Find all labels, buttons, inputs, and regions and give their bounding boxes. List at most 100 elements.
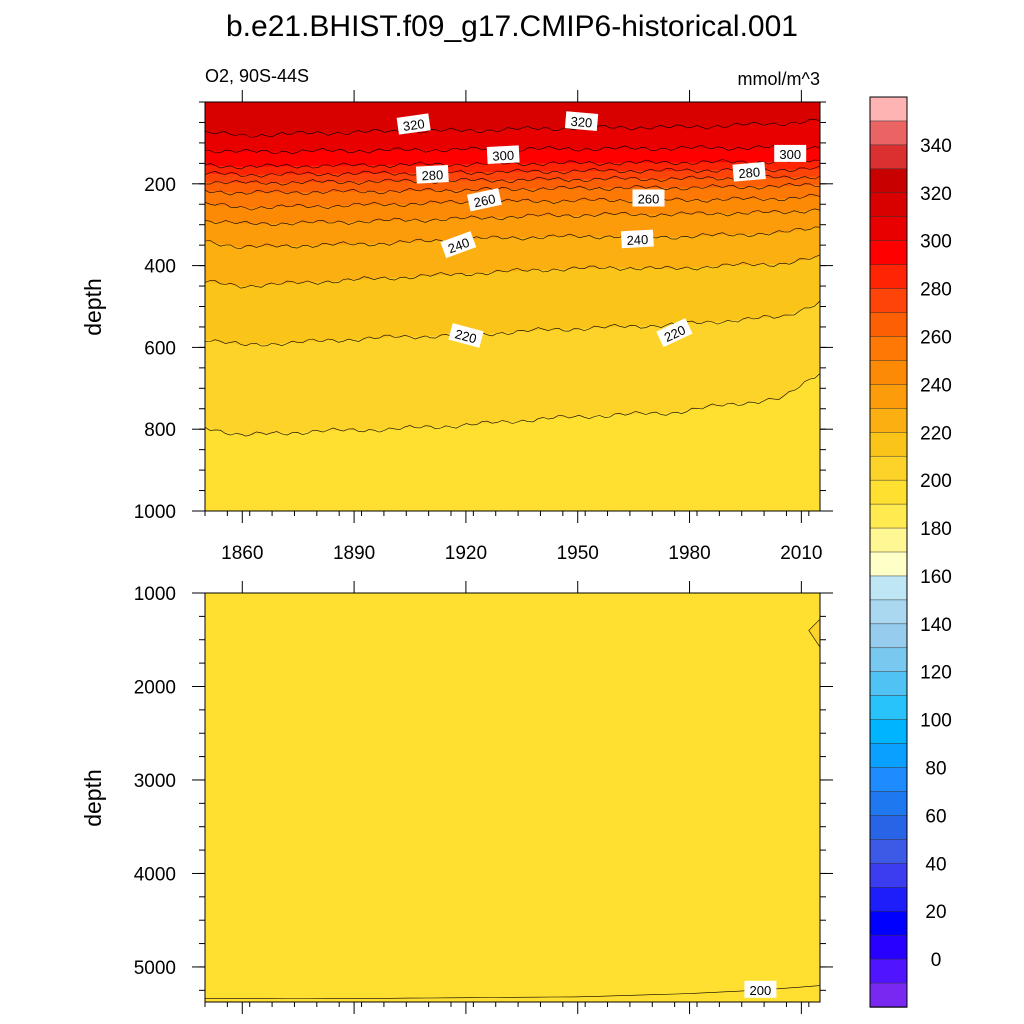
colorbar-box (869, 144, 908, 170)
lower-y-axis-label: depth (80, 769, 106, 827)
colorbar-box (869, 455, 908, 481)
upper-contour-label-text: 300 (492, 148, 514, 164)
upper-contour-label-bg (656, 318, 693, 348)
upper-contour-label-7: 260 (632, 189, 665, 207)
colorbar-box (869, 815, 908, 841)
colorbar-box (869, 336, 908, 362)
lower-contour-label-0: 200 (744, 980, 777, 998)
colorbar-label: 0 (931, 950, 942, 971)
colorbar-label: 260 (920, 328, 952, 349)
upper-contour-label-bg (632, 189, 665, 207)
lower-fill-200 (205, 593, 820, 1002)
upper-isoline-240 (204, 226, 821, 249)
upper-contour-label-bg (440, 231, 477, 259)
colorbar-box (869, 384, 908, 410)
lower-y-tick-label: 3000 (134, 771, 176, 792)
colorbar-box (869, 360, 908, 386)
colorbar-label: 320 (920, 184, 952, 205)
lower-plot-frame (204, 592, 821, 1003)
upper-contour-label-8: 240 (440, 231, 477, 259)
colorbar-box (869, 887, 908, 912)
upper-x-tick-label: 1950 (557, 543, 599, 564)
colorbar-box (869, 240, 908, 266)
colorbar: 3403203002802602402202001801601401201008… (869, 96, 952, 1008)
colorbar-label: 200 (920, 471, 952, 492)
upper-contour-label-text: 240 (626, 232, 648, 248)
upper-contour-label-9: 240 (620, 229, 654, 249)
colorbar-label: 40 (925, 854, 946, 875)
colorbar-box (869, 719, 908, 745)
upper-isoline-220 (204, 300, 821, 347)
upper-isoline-210 (204, 373, 821, 437)
upper-contour-label-5: 280 (732, 161, 766, 182)
upper-contour-fills (205, 102, 820, 511)
upper-x-tick-label: 1860 (221, 543, 263, 564)
colorbar-box (869, 192, 908, 218)
colorbar-label: 280 (920, 280, 952, 301)
lower-fill-wedge (808, 619, 820, 648)
upper-contour-label-text: 260 (638, 192, 660, 207)
colorbar-box (869, 839, 908, 865)
lower-contour-plot: depth 200 1000 2000 3000 4000 5000 (80, 581, 833, 1014)
colorbar-label: 340 (920, 136, 952, 157)
colorbar-label: 60 (925, 806, 946, 827)
colorbar-label: 220 (920, 423, 952, 444)
upper-isoline-270 (204, 182, 821, 196)
colorbar-box (869, 575, 908, 601)
lower-contour-fills (205, 593, 820, 1002)
upper-contour-label-text: 300 (779, 147, 801, 162)
upper-contour-label-text: 260 (472, 191, 496, 210)
upper-contour-label-text: 280 (421, 167, 443, 183)
colorbar-box (869, 910, 908, 936)
upper-axis-ticks: 1860 1890 1920 1950 1980 2010 200 400 600 800 1000 (134, 90, 833, 564)
upper-x-tick-label: 1980 (668, 543, 710, 564)
colorbar-label: 160 (920, 567, 952, 588)
colorbar-box (869, 216, 908, 242)
upper-contour-label-bg (396, 113, 431, 135)
colorbar-box (869, 120, 908, 146)
colorbar-box (869, 982, 908, 1008)
upper-contour-label-bg (448, 323, 484, 348)
colorbar-box (869, 408, 908, 434)
upper-contour-label-0: 320 (396, 113, 431, 135)
upper-contour-plot: O2, 90S-44S mmol/m^3 depth 320 320 300 300 2… (80, 66, 833, 564)
upper-y-tick-label: 800 (144, 420, 176, 441)
lower-contour-label-text: 200 (750, 983, 772, 998)
colorbar-label: 120 (920, 663, 952, 684)
colorbar-box (869, 599, 908, 625)
upper-y-tick-label: 600 (144, 338, 176, 359)
lower-isoline-200 (205, 985, 821, 999)
colorbar-box (869, 96, 908, 122)
upper-contour-label-3: 300 (774, 144, 807, 162)
upper-isoline-290 (204, 165, 821, 178)
upper-contour-label-bg (564, 111, 599, 131)
upper-contour-label-bg (415, 164, 449, 184)
colorbar-box (869, 743, 908, 769)
upper-subtitle-right: mmol/m^3 (738, 69, 820, 89)
upper-isoline-280 (204, 175, 821, 186)
colorbar-label: 100 (920, 711, 952, 732)
colorbar-box (869, 647, 908, 673)
colorbar-box (869, 623, 908, 649)
colorbar-label: 20 (925, 902, 946, 923)
upper-contour-label-text: 240 (446, 235, 472, 257)
colorbar-box (869, 503, 908, 529)
lower-y-tick-label: 5000 (134, 958, 176, 979)
colorbar-box (869, 958, 908, 984)
upper-isoline-250 (204, 208, 821, 227)
upper-contour-label-text: 320 (570, 114, 593, 131)
upper-contour-label-2: 300 (486, 145, 520, 165)
upper-contour-label-text: 320 (402, 116, 426, 134)
lower-contour-lines (205, 618, 821, 999)
upper-y-tick-label: 400 (144, 257, 176, 278)
colorbar-box (869, 479, 908, 505)
colorbar-box (869, 695, 908, 721)
colorbar-box (869, 934, 908, 960)
colorbar-box (869, 168, 908, 194)
upper-contour-label-1: 320 (564, 111, 599, 131)
colorbar-box (869, 288, 908, 314)
lower-contour-labels: 200 (744, 980, 777, 998)
colorbar-box (869, 863, 908, 889)
upper-isoline-320 (204, 118, 821, 138)
